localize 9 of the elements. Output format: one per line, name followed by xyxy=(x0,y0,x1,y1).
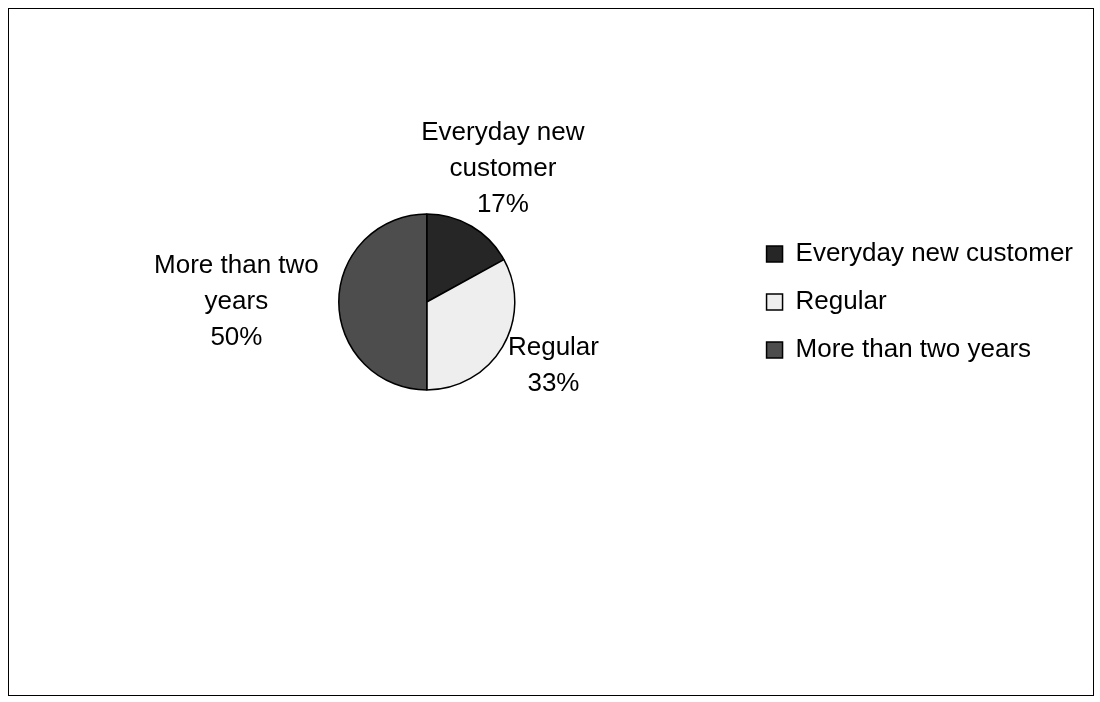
slice-label: More than two years xyxy=(154,249,319,316)
legend-label: More than two years xyxy=(795,333,1032,364)
data-label: 50% xyxy=(210,321,263,352)
slice-label: Regular xyxy=(507,331,600,362)
data-label: 33% xyxy=(527,367,580,398)
slice-label: Everyday new customer xyxy=(421,116,585,183)
legend-label: Regular xyxy=(795,285,887,316)
legend-label: Everyday new customer xyxy=(795,237,1074,268)
data-label: 17% xyxy=(476,188,529,219)
